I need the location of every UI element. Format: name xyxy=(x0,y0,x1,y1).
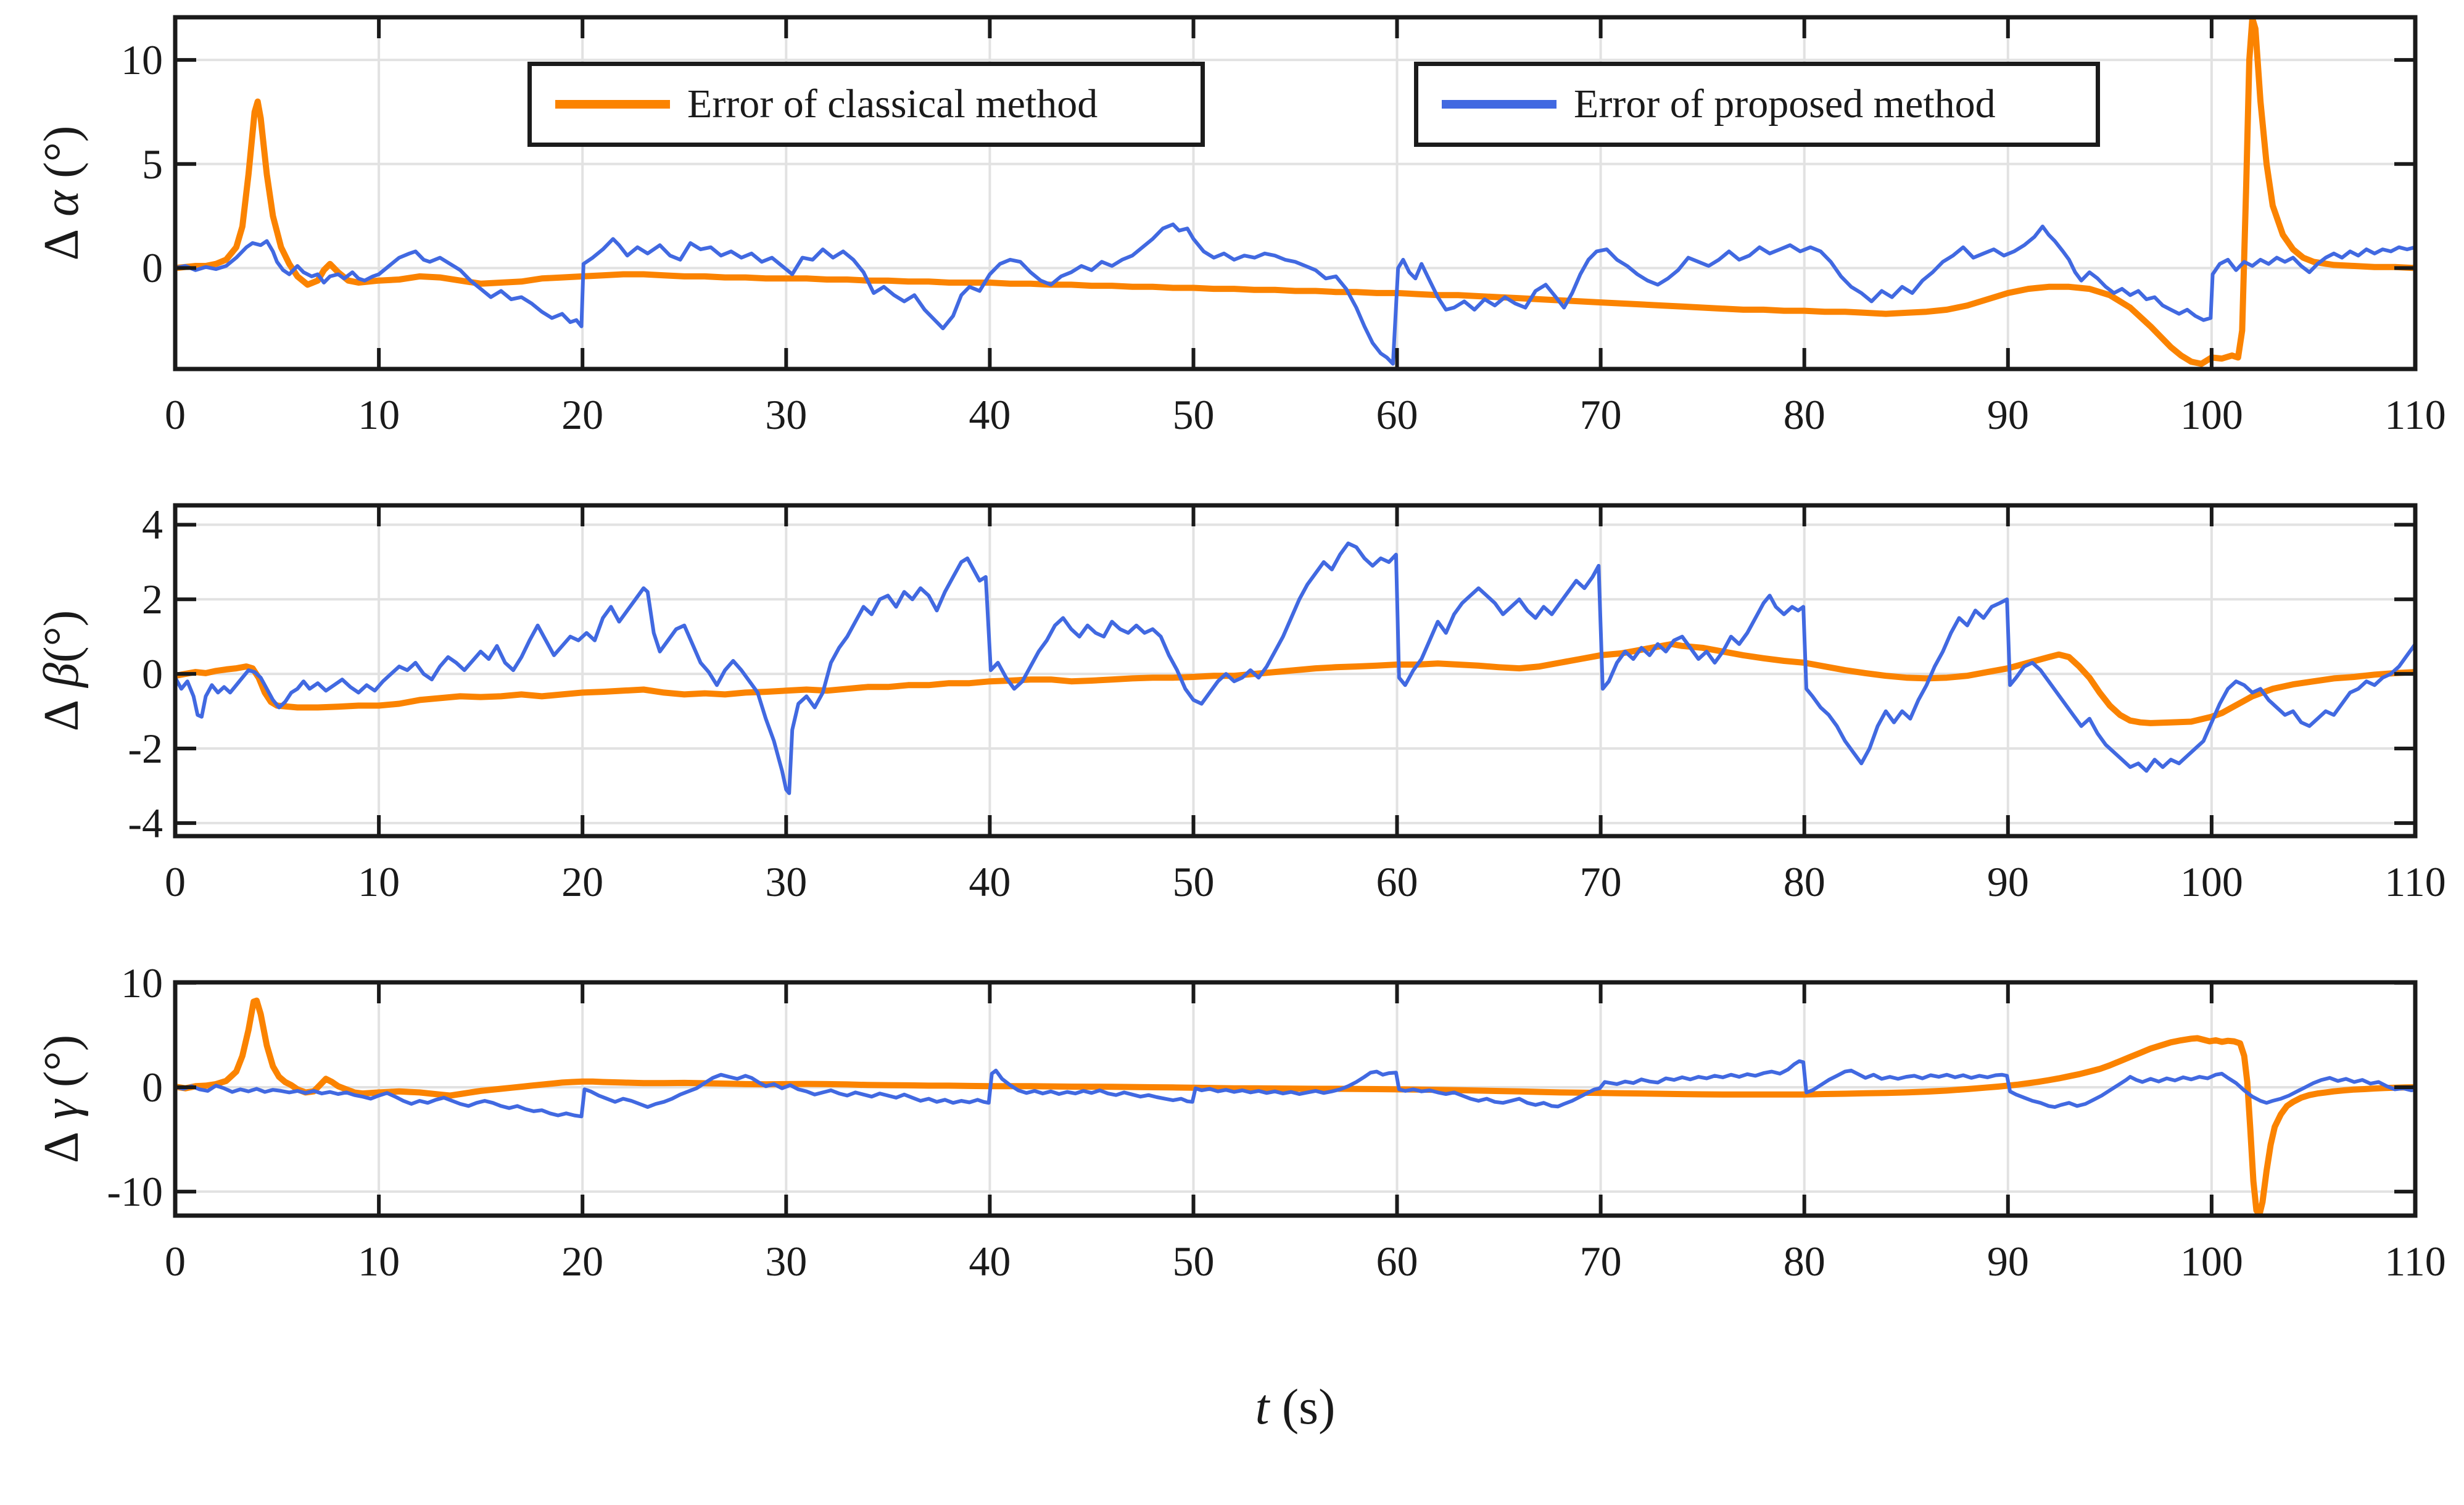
x-tick-label: 40 xyxy=(969,391,1011,438)
x-tick-label: 10 xyxy=(358,858,400,905)
gamma-plot-canvas xyxy=(173,980,2418,1218)
x-tick-label: 60 xyxy=(1376,1238,1418,1285)
x-tick-label: 0 xyxy=(165,391,186,438)
x-tick-label: 40 xyxy=(969,1238,1011,1285)
delta-symbol: Δ xyxy=(35,1131,89,1164)
x-tick-label: 80 xyxy=(1783,1238,1825,1285)
x-tick-label: 70 xyxy=(1579,858,1622,905)
x-tick-label: 0 xyxy=(165,1238,186,1285)
x-tick-label: 110 xyxy=(2384,1238,2446,1285)
x-tick-label: 30 xyxy=(765,858,808,905)
legend-proposed-label: Error of proposed method xyxy=(1574,81,1996,126)
x-tick-label: 70 xyxy=(1579,391,1622,438)
x-tick-label: 80 xyxy=(1783,391,1825,438)
beta-plot-canvas xyxy=(173,503,2418,839)
x-tick-label: 0 xyxy=(165,858,186,905)
x-tick-label: 20 xyxy=(561,1238,604,1285)
y-tick-label: 0 xyxy=(142,650,163,698)
y-tick-label: 5 xyxy=(142,140,163,188)
y-tick-label: -10 xyxy=(107,1168,163,1216)
x-tick-label: 20 xyxy=(561,391,604,438)
alpha-symbol: α xyxy=(35,190,89,217)
x-tick-label: 40 xyxy=(969,858,1011,905)
legend-proposed-method: Error of proposed method xyxy=(1414,62,2100,147)
x-tick-label: 30 xyxy=(765,391,808,438)
y-tick-label: 10 xyxy=(121,36,163,84)
x-tick-label: 70 xyxy=(1579,1238,1622,1285)
t-symbol: t xyxy=(1255,1379,1270,1435)
x-tick-label: 90 xyxy=(1986,1238,2029,1285)
x-tick-label: 10 xyxy=(358,1238,400,1285)
y-tick-label: 0 xyxy=(142,1063,163,1111)
x-tick-label: 90 xyxy=(1986,858,2029,905)
y-tick-label: 2 xyxy=(142,576,163,623)
x-tick-label: 90 xyxy=(1986,391,2029,438)
legend-classical-method: Error of classical method xyxy=(527,62,1205,147)
x-tick-label: 50 xyxy=(1172,1238,1215,1285)
x-tick-label: 60 xyxy=(1376,858,1418,905)
y-tick-label: 4 xyxy=(142,501,163,549)
x-tick-label: 50 xyxy=(1172,391,1215,438)
x-tick-label: 30 xyxy=(765,1238,808,1285)
x-tick-label: 10 xyxy=(358,391,400,438)
x-tick-label: 110 xyxy=(2384,858,2446,905)
x-tick-label: 50 xyxy=(1172,858,1215,905)
y-tick-label: 0 xyxy=(142,244,163,292)
x-tick-label: 80 xyxy=(1783,858,1825,905)
x-tick-label: 100 xyxy=(2180,858,2243,905)
y-tick-label: -2 xyxy=(128,724,163,772)
classical-line-sample xyxy=(555,100,670,109)
proposed-line-sample xyxy=(1442,100,1557,109)
x-tick-label: 20 xyxy=(561,858,604,905)
x-tick-label: 110 xyxy=(2384,391,2446,438)
legend-classical-label: Error of classical method xyxy=(687,81,1098,126)
x-tick-label: 60 xyxy=(1376,391,1418,438)
y-tick-label: 10 xyxy=(121,959,163,1006)
seconds-unit: (s) xyxy=(1281,1379,1336,1435)
x-tick-label: 100 xyxy=(2180,391,2243,438)
time-axis-title: t (s) xyxy=(1110,1373,1481,1441)
y-tick-label: -4 xyxy=(128,799,163,847)
x-tick-label: 100 xyxy=(2180,1238,2243,1285)
